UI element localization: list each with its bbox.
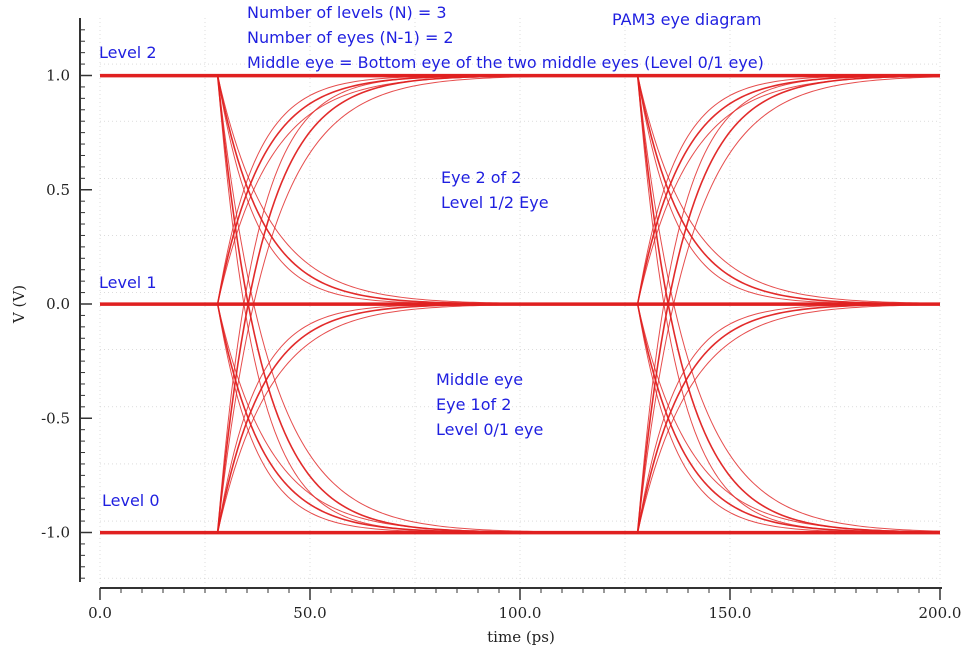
y-axis-title: V (V)	[10, 285, 28, 324]
transition-trace	[637, 75, 941, 532]
transition-trace	[637, 304, 941, 533]
upper-eye-line-2: Level 1/2 Eye	[441, 193, 549, 212]
y-tick-label: 1.0	[46, 67, 70, 85]
axes	[79, 18, 942, 600]
transition-trace	[636, 74, 941, 305]
chart-title: PAM3 eye diagram	[612, 10, 761, 29]
lower-eye-line-1: Middle eye	[436, 370, 523, 389]
transition-trace	[636, 75, 941, 533]
y-tick-label: -1.0	[41, 524, 70, 542]
transition-trace	[637, 75, 941, 305]
transition-trace	[217, 75, 638, 305]
level-2-label: Level 2	[99, 43, 157, 62]
y-tick-label: 0.0	[46, 295, 70, 313]
lower-eye-line-2: Eye 1of 2	[436, 395, 511, 414]
transition-trace	[636, 75, 941, 305]
transition-trace	[637, 303, 941, 533]
y-tick-label: -0.5	[41, 409, 70, 427]
tick-labels: 1.0 0.5 0.0 -0.5 -1.0 0.0 50.0 100.0 150.0 200.0	[41, 67, 961, 623]
header-line-2: Number of eyes (N-1) = 2	[247, 28, 454, 47]
x-axis-title: time (ps)	[487, 628, 555, 646]
transition-trace	[217, 303, 638, 533]
transition-trace	[637, 75, 941, 305]
transition-trace	[217, 75, 638, 305]
transition-trace	[216, 74, 638, 305]
transition-trace	[637, 75, 941, 304]
lower-eye-line-3: Level 0/1 eye	[436, 420, 543, 439]
level-1-label: Level 1	[99, 273, 157, 292]
x-tick-label: 0.0	[88, 604, 112, 622]
transition-trace	[216, 303, 638, 533]
header-line-3: Middle eye = Bottom eye of the two middl…	[247, 53, 764, 72]
x-tick-label: 150.0	[709, 604, 752, 622]
upper-eye-line-1: Eye 2 of 2	[441, 168, 521, 187]
eye-traces	[100, 73, 941, 535]
transition-trace	[216, 75, 638, 305]
transition-trace	[637, 75, 941, 533]
transition-trace	[217, 75, 638, 305]
transition-trace	[217, 303, 638, 533]
x-tick-label: 100.0	[499, 604, 542, 622]
transition-trace	[637, 76, 941, 533]
transition-trace	[217, 75, 638, 305]
level-0-label: Level 0	[102, 491, 160, 510]
x-tick-label: 50.0	[293, 604, 326, 622]
transition-trace	[217, 303, 638, 533]
transition-trace	[636, 303, 941, 533]
header-line-1: Number of levels (N) = 3	[247, 3, 447, 22]
transition-trace	[637, 303, 941, 533]
transition-trace	[637, 303, 941, 533]
transition-trace	[637, 75, 941, 305]
x-tick-label: 200.0	[919, 604, 962, 622]
y-tick-label: 0.5	[46, 181, 70, 199]
transition-trace	[217, 303, 638, 533]
transition-trace	[217, 75, 638, 533]
transition-trace	[636, 303, 941, 534]
transition-trace	[216, 303, 638, 534]
